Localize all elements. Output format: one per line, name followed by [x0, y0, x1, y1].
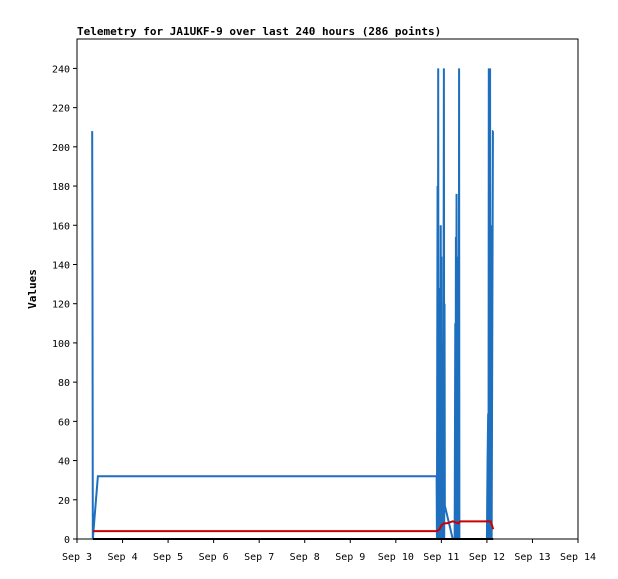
- y-tick-label: 80: [58, 378, 70, 389]
- x-tick-label: Sep 12: [469, 552, 505, 563]
- y-tick-label: 220: [52, 104, 70, 115]
- x-axis: Sep 3 Sep 4 Sep 5 Sep 6 Sep 7 Sep 8 Sep 9 Sep 1…: [62, 539, 596, 563]
- x-tick-label: Sep 7: [244, 552, 274, 563]
- series-layer: [91, 68, 495, 540]
- x-tick-label: Sep 14: [560, 552, 596, 563]
- y-tick-label: 200: [52, 143, 70, 154]
- y-tick-label: 240: [52, 64, 70, 75]
- x-tick-label: Sep 9: [335, 552, 365, 563]
- y-tick-label: 140: [52, 260, 70, 271]
- x-tick-label: Sep 6: [199, 552, 229, 563]
- y-tick-label: 40: [58, 457, 70, 468]
- x-tick-label: Sep 11: [423, 552, 459, 563]
- y-tick-label: 60: [58, 417, 70, 428]
- y-tick-label: 160: [52, 221, 70, 232]
- x-tick-label: Sep 8: [290, 552, 320, 563]
- y-tick-label: 180: [52, 182, 70, 193]
- y-tick-label: 0: [64, 535, 70, 546]
- series-line-2: [92, 520, 495, 533]
- x-tick-label: Sep 5: [153, 552, 183, 563]
- y-tick-label: 100: [52, 339, 70, 350]
- y-axis: 0 20 40 60 80 100 120 140 160 180 200 220 240: [52, 64, 77, 546]
- x-tick-label: Sep 3: [62, 552, 92, 563]
- plot-frame: [76, 38, 579, 540]
- y-axis-label: Values: [26, 269, 39, 309]
- x-tick-label: Sep 13: [514, 552, 550, 563]
- y-tick-label: 20: [58, 496, 70, 507]
- x-tick-label: Sep 10: [378, 552, 414, 563]
- y-tick-label: 120: [52, 300, 70, 311]
- chart-title: Telemetry for JA1UKF-9 over last 240 hou…: [77, 25, 441, 38]
- x-tick-label: Sep 4: [107, 552, 137, 563]
